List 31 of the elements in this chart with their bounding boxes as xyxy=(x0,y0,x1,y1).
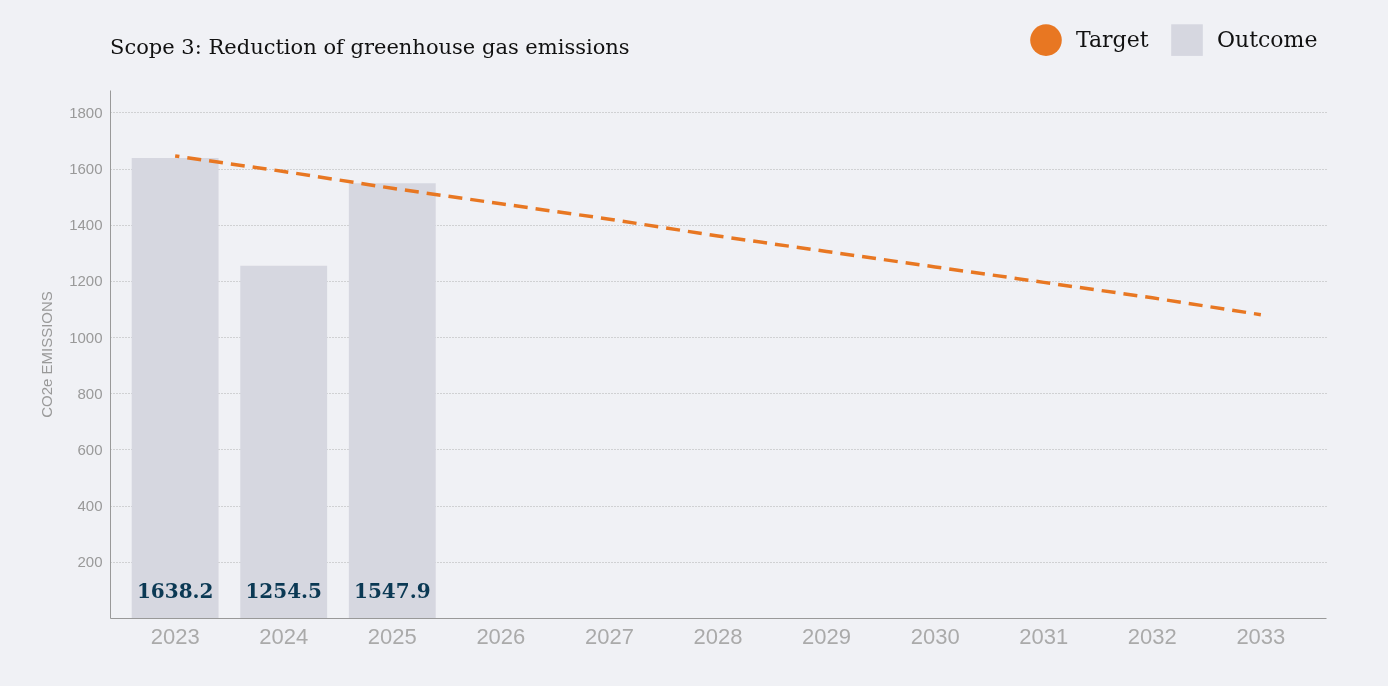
y-tick-label: 1400 xyxy=(69,216,103,234)
x-tick-label: 2028 xyxy=(693,623,743,649)
x-tick-label: 2033 xyxy=(1236,623,1286,649)
chart-title: Scope 3: Reduction of greenhouse gas emissions xyxy=(110,35,630,59)
bar xyxy=(348,183,436,618)
line-series xyxy=(173,154,1263,317)
y-axis-title: CO2e EMISSIONS xyxy=(38,291,56,418)
x-tick-label: 2026 xyxy=(476,623,526,649)
bar xyxy=(240,265,328,618)
y-tick-label: 1600 xyxy=(69,160,103,178)
legend-label: Target xyxy=(1076,27,1149,53)
x-tick-label: 2030 xyxy=(910,623,960,649)
bar xyxy=(131,157,219,618)
y-tick-label: 600 xyxy=(77,440,103,458)
x-tick-label: 2032 xyxy=(1127,623,1177,649)
y-tick-label: 400 xyxy=(77,497,103,515)
y-tick-label: 1800 xyxy=(69,103,103,121)
data-label: 1638.2 xyxy=(136,579,214,603)
x-tick-label: 2024 xyxy=(259,623,309,649)
data-label: 1254.5 xyxy=(245,579,322,603)
y-tick-label: 1200 xyxy=(69,272,103,290)
y-tick-label: 200 xyxy=(77,553,103,571)
x-tick-label: 2025 xyxy=(367,623,417,649)
y-tick-label: 1000 xyxy=(69,328,103,346)
legend-label: Outcome xyxy=(1217,27,1318,53)
x-tick-label: 2029 xyxy=(802,623,852,649)
x-tick-label: 2023 xyxy=(150,623,200,649)
data-label: 1547.9 xyxy=(354,579,431,603)
x-tick-label: 2031 xyxy=(1019,623,1069,649)
x-tick-label: 2027 xyxy=(584,623,634,649)
y-tick-label: 800 xyxy=(77,384,103,402)
